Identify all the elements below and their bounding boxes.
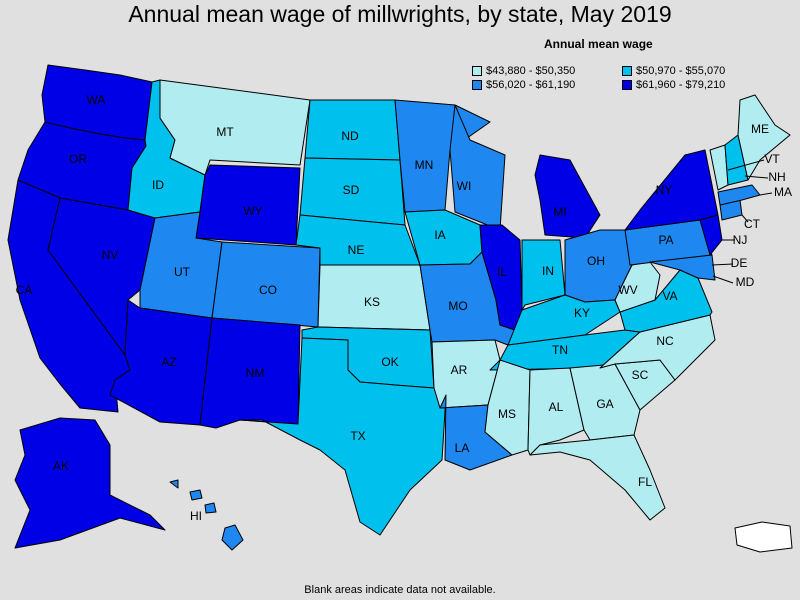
state-label-de: DE: [731, 256, 748, 270]
state-ak: [14, 417, 166, 549]
state-label-md: MD: [736, 275, 755, 289]
state-label-ut: UT: [174, 265, 191, 279]
state-in: [521, 239, 566, 311]
state-label-mi: MI: [553, 205, 566, 219]
state-label-mo: MO: [448, 299, 467, 313]
state-mn: [394, 99, 491, 213]
legend-label: $50,970 - $55,070: [636, 65, 726, 77]
leader-line-ma: [759, 192, 773, 196]
leader-line-de: [711, 263, 734, 266]
state-ny: [624, 149, 719, 231]
state-label-co: CO: [259, 283, 277, 297]
leader-line-ct: [741, 214, 749, 223]
state-label-fl: FL: [638, 475, 652, 489]
state-label-nv: NV: [102, 248, 119, 262]
state-label-tx: TX: [350, 429, 365, 443]
state-label-wi: WI: [457, 179, 472, 193]
state-label-ak: AK: [53, 459, 69, 473]
state-label-nm: NM: [246, 366, 265, 380]
state-ma: [717, 184, 761, 206]
state-label-mt: MT: [216, 125, 234, 139]
legend-label: $56,020 - $61,190: [486, 79, 576, 91]
leader-line-nh: [744, 175, 769, 179]
state-label-va: VA: [662, 289, 677, 303]
state-tx: [239, 337, 447, 536]
state-me: [737, 94, 791, 181]
state-md: [649, 254, 716, 281]
state-label-or: OR: [69, 152, 87, 166]
legend-title: Annual mean wage: [544, 37, 653, 51]
state-label-nh: NH: [768, 170, 785, 184]
state-label-ok: OK: [381, 355, 398, 369]
state-label-wv: WV: [618, 283, 637, 297]
state-label-wy: WY: [243, 204, 262, 218]
state-label-ct: CT: [744, 217, 761, 231]
legend-swatch: [472, 80, 482, 90]
state-label-pa: PA: [658, 233, 673, 247]
state-label-az: AZ: [161, 355, 176, 369]
state-label-hi: HI: [190, 509, 202, 523]
legend-swatch: [622, 66, 632, 76]
state-label-nd: ND: [341, 129, 359, 143]
state-label-nc: NC: [656, 334, 674, 348]
state-label-me: ME: [751, 122, 769, 136]
state-label-sd: SD: [343, 183, 360, 197]
leader-line-vt: [727, 159, 765, 171]
state-label-tn: TN: [552, 343, 568, 357]
state-label-ny: NY: [656, 183, 673, 197]
state-label-ga: GA: [596, 397, 613, 411]
state-label-ks: KS: [364, 295, 380, 309]
legend-item-tier-2: $50,970 - $55,070: [622, 65, 725, 77]
leader-line-md: [712, 275, 734, 284]
state-mt: [159, 79, 311, 176]
hawaii-island-2: [189, 489, 203, 501]
state-label-ne: NE: [348, 243, 365, 257]
state-label-id: ID: [152, 178, 164, 192]
state-label-ms: MS: [498, 407, 516, 421]
state-label-ky: KY: [574, 306, 590, 320]
legend-swatch: [622, 80, 632, 90]
state-label-al: AL: [549, 400, 564, 414]
map-title: Annual mean wage of millwrights, by stat…: [128, 1, 672, 27]
legend-label: $43,880 - $50,350: [486, 65, 576, 77]
state-label-la: LA: [455, 441, 470, 455]
state-label-vt: VT: [764, 152, 780, 166]
state-label-ar: AR: [451, 363, 468, 377]
legend-item-tier-4: $61,960 - $79,210: [622, 79, 725, 91]
footnote: Blank areas indicate data not available.: [304, 584, 496, 596]
state-label-in: IN: [542, 264, 554, 278]
territory-puerto-rico: [734, 521, 793, 553]
state-label-il: IL: [497, 265, 507, 279]
state-mi: [534, 154, 601, 239]
state-label-oh: OH: [587, 254, 605, 268]
hawaii-island-3: [204, 502, 217, 514]
state-label-wa: WA: [87, 93, 106, 107]
legend-label: $61,960 - $79,210: [636, 79, 726, 91]
state-hi: [221, 524, 244, 551]
state-label-mn: MN: [415, 158, 434, 172]
state-label-ca: CA: [16, 283, 33, 297]
state-label-ia: IA: [434, 228, 445, 242]
hawaii-island-1: [169, 479, 179, 489]
state-ky: [507, 294, 621, 346]
legend-item-tier-1: $43,880 - $50,350: [472, 65, 575, 77]
legend-swatch: [472, 66, 482, 76]
state-label-sc: SC: [632, 368, 649, 382]
state-va: [619, 269, 713, 333]
state-label-ma: MA: [774, 185, 792, 199]
legend-item-tier-3: $56,020 - $61,190: [472, 79, 575, 91]
state-fl: [529, 434, 666, 521]
state-label-nj: NJ: [733, 233, 748, 247]
